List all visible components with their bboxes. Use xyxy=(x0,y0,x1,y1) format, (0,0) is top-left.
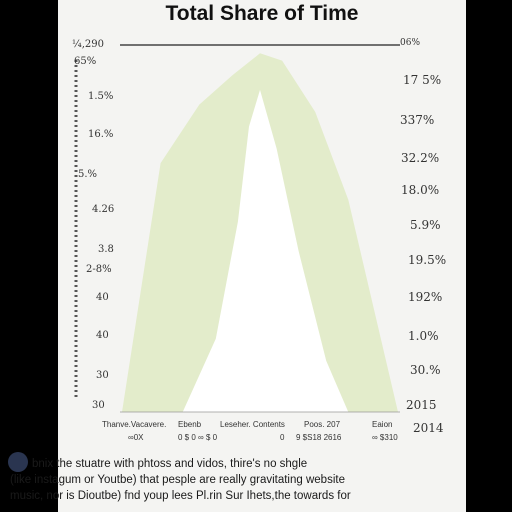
chart-plot xyxy=(74,44,400,413)
caption-line: bnix the stuatre with phtoss and vidos, … xyxy=(32,458,308,470)
left-tick-label: 65% xyxy=(74,56,97,67)
left-tick-label: 4.26 xyxy=(92,204,115,215)
right-tick-label: 337% xyxy=(400,113,435,127)
right-tick-label: 06% xyxy=(400,38,421,48)
area-series-1 xyxy=(182,89,349,413)
right-tick-label: 5.9% xyxy=(410,218,441,232)
chart-card: Total Share of Time ¼,290 65% 1.5% 16.% 5.% 4… xyxy=(58,0,466,512)
left-tick-label: 40 xyxy=(96,292,109,303)
right-tick-label: 2015 xyxy=(406,398,437,412)
right-tick-label: 192% xyxy=(408,290,443,304)
x-tick-label: Ebenb xyxy=(178,420,202,429)
x-tick-label: 9 $S18 2616 xyxy=(296,433,342,442)
chart-title: Total Share of Time xyxy=(165,2,359,25)
left-tick-label: ¼,290 xyxy=(72,39,104,50)
x-tick-label: 0 xyxy=(280,433,285,442)
x-tick-label: Poos. 207 xyxy=(304,420,341,429)
right-tick-label: 30.% xyxy=(410,363,441,377)
right-tick-label: 17 5% xyxy=(403,73,442,87)
left-tick-label: 2-8% xyxy=(86,264,112,275)
caption-line: music, nor is Dioutbe) fnd youp lees Pl.… xyxy=(10,490,351,502)
x-tick-label: ∞ $310 xyxy=(372,433,398,442)
left-tick-label: 1.5% xyxy=(88,91,114,102)
right-tick-label: 2014 xyxy=(413,421,444,435)
left-tick-label: 40 xyxy=(96,330,109,341)
right-tick-label: 32.2% xyxy=(401,151,440,165)
left-tick-label: 3.8 xyxy=(98,244,114,255)
user-avatar-icon xyxy=(8,452,28,472)
x-tick-label: Leseher. Contents xyxy=(220,420,285,429)
right-tick-label: 18.0% xyxy=(401,183,440,197)
left-tick-label: 30 xyxy=(92,400,105,411)
caption-text: bnix the stuatre with phtoss and vidos, … xyxy=(10,456,405,504)
right-tick-label: 19.5% xyxy=(408,253,447,267)
left-tick-label: 16.% xyxy=(88,129,114,140)
left-tick-label: 5.% xyxy=(78,169,98,180)
left-tick-label: 30 xyxy=(96,370,109,381)
caption-line: (like instagum or Youtbe) that pesple ar… xyxy=(10,474,345,486)
right-tick-label: 1.0% xyxy=(408,329,439,343)
x-tick-label: Eaion xyxy=(372,420,393,429)
x-tick-label: 0 $ 0 ∞ $ 0 xyxy=(178,433,218,442)
x-tick-label: ∞0X xyxy=(128,433,144,442)
x-tick-label: Thanve.Vacavere. xyxy=(102,420,167,429)
